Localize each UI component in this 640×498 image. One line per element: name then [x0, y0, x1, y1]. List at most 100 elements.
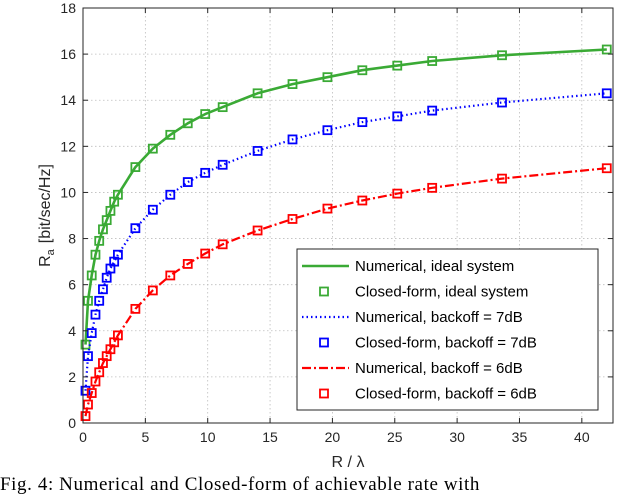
data-point-marker	[601, 44, 612, 55]
data-point-marker	[497, 97, 507, 108]
data-point-marker	[287, 134, 298, 145]
data-point-marker	[90, 309, 101, 320]
legend-entry-label: Numerical, backoff = 6dB	[355, 360, 523, 377]
data-point-marker	[357, 65, 368, 76]
y-axis-label-sub: a	[45, 248, 57, 255]
data-point-marker	[182, 118, 193, 129]
data-point-marker	[182, 177, 193, 187]
plot-frame	[82, 7, 614, 424]
legend-entry-label: Numerical, backoff = 7dB	[355, 309, 523, 326]
data-point-marker	[392, 60, 403, 71]
data-point-marker	[182, 259, 193, 269]
data-point-marker	[217, 159, 228, 170]
x-axis-label: R / λ	[332, 454, 365, 470]
data-point-marker	[252, 88, 263, 99]
y-tick-label: 12	[60, 138, 76, 154]
data-point-marker	[200, 248, 211, 259]
data-point-marker	[83, 351, 93, 362]
legend-entry-label: Closed-form, ideal system	[355, 284, 528, 301]
data-point-marker	[601, 88, 612, 99]
x-tick-label: 5	[141, 429, 149, 445]
data-point-marker	[165, 189, 176, 200]
data-point-marker	[83, 399, 93, 410]
tick-layer: 0 5 10 15 20 25 30 35 40 0 2 4 6 8 10 12 14 16 18	[60, 0, 613, 445]
data-point-marker	[252, 146, 263, 156]
data-point-marker	[392, 188, 403, 199]
figure-caption: Fig. 4: Numerical and Closed-form of ach…	[0, 474, 481, 495]
data-point-marker	[94, 235, 105, 246]
data-point-marker	[86, 388, 97, 398]
x-tick-label: 25	[387, 429, 403, 445]
y-axis-label: Ra [bit/sec/Hz]	[37, 164, 57, 267]
data-point-marker	[105, 205, 116, 216]
y-axis-label-main: R	[37, 255, 54, 267]
data-point-marker	[287, 79, 298, 89]
y-tick-label: 14	[60, 92, 76, 108]
data-point-marker	[113, 189, 123, 200]
data-point-marker	[497, 50, 507, 61]
y-axis-label-unit: [bit/sec/Hz]	[37, 164, 54, 243]
data-point-marker	[113, 249, 123, 260]
data-point-marker	[217, 239, 228, 250]
data-point-marker	[200, 109, 211, 119]
data-point-marker	[497, 173, 507, 184]
y-tick-label: 16	[60, 46, 76, 62]
series-line	[84, 48, 607, 345]
data-point-marker	[322, 125, 333, 136]
y-tick-label: 8	[68, 231, 76, 247]
data-point-marker	[130, 303, 141, 314]
data-point-marker	[98, 224, 108, 235]
legend-box	[296, 248, 599, 411]
y-tick-label: 4	[68, 323, 76, 339]
data-point-marker	[322, 203, 333, 214]
y-tick-label: 6	[68, 277, 76, 293]
data-point-marker	[101, 272, 112, 283]
data-point-marker	[86, 328, 97, 338]
rate-chart: 0 5 10 15 20 25 30 35 40 0 2 4 6 8 10 12 14 16 18 Numerica…	[37, 0, 614, 470]
data-point-marker	[130, 162, 141, 172]
x-tick-label: 10	[200, 429, 216, 445]
data-point-marker	[165, 129, 176, 140]
y-tick-label: 18	[60, 0, 76, 16]
data-point-marker	[86, 270, 97, 281]
data-point-marker	[130, 223, 141, 234]
data-point-marker	[357, 195, 368, 206]
data-point-marker	[80, 411, 91, 421]
series-line	[84, 167, 607, 417]
data-point-marker	[94, 367, 105, 378]
x-tick-label: 0	[79, 429, 87, 445]
data-point-marker	[83, 295, 93, 306]
data-point-marker	[98, 284, 108, 295]
data-point-marker	[101, 215, 112, 226]
x-tick-label: 35	[512, 429, 528, 445]
x-tick-label: 30	[449, 429, 465, 445]
data-point-marker	[252, 225, 263, 236]
data-point-marker	[427, 56, 438, 66]
legend-marker	[319, 388, 329, 399]
legend: Numerical, ideal system Closed-form, idea…	[296, 248, 599, 411]
data-point-marker	[165, 270, 176, 281]
data-point-marker	[147, 143, 158, 154]
data-point-marker	[287, 214, 298, 224]
data-point-marker	[90, 249, 101, 260]
data-point-marker	[80, 385, 91, 396]
y-tick-label: 2	[68, 369, 76, 385]
legend-entry-label: Closed-form, backoff = 6dB	[355, 386, 537, 403]
y-tick-label: 0	[68, 415, 76, 431]
data-point-marker	[427, 182, 438, 193]
data-point-marker	[322, 72, 333, 83]
data-point-marker	[217, 102, 228, 113]
legend-marker	[319, 286, 329, 297]
legend-marker	[319, 337, 329, 348]
data-point-marker	[200, 167, 211, 178]
x-tick-label: 20	[325, 429, 341, 445]
series-layer	[80, 44, 612, 421]
y-tick-label: 10	[60, 184, 76, 200]
data-point-marker	[427, 105, 438, 116]
legend-entry-label: Numerical, ideal system	[355, 258, 514, 275]
legend-entry-label: Closed-form, backoff = 7dB	[355, 335, 537, 352]
x-tick-label: 40	[574, 429, 590, 445]
data-point-marker	[601, 163, 612, 174]
data-point-marker	[147, 285, 158, 296]
data-point-marker	[90, 376, 101, 387]
